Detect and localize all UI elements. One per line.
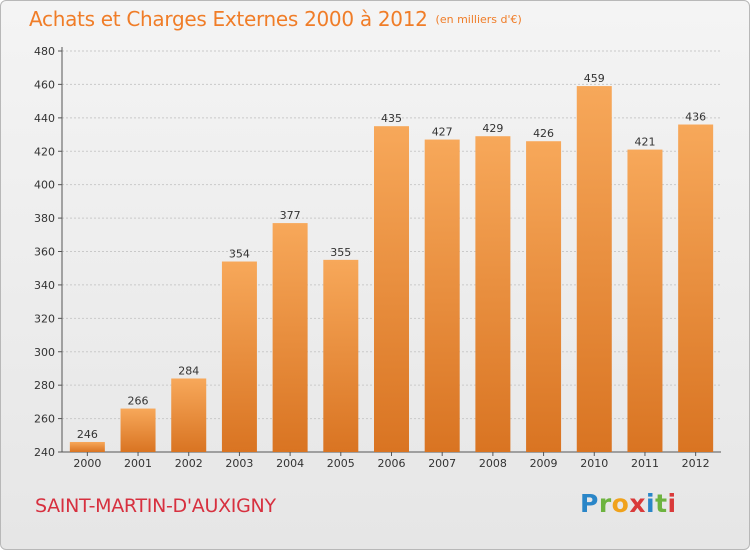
bar-2009 xyxy=(526,141,562,452)
y-tick-label: 400 xyxy=(34,179,55,192)
x-tick-label: 2011 xyxy=(631,457,659,470)
x-tick-label: 2004 xyxy=(276,457,304,470)
data-label-2009: 426 xyxy=(533,127,554,140)
x-tick-label: 2002 xyxy=(175,457,203,470)
x-tick-label: 2010 xyxy=(580,457,608,470)
data-label-2005: 355 xyxy=(330,246,351,259)
city-name: SAINT-MARTIN-D'AUXIGNY xyxy=(35,495,276,517)
data-label-2003: 354 xyxy=(229,248,250,261)
x-tick-label: 2006 xyxy=(378,457,406,470)
logo-letter-x: x xyxy=(629,489,646,518)
x-tick-label: 2003 xyxy=(225,457,253,470)
y-tick-label: 280 xyxy=(34,379,55,392)
bar-2011 xyxy=(627,149,663,452)
logo-letter-r: r xyxy=(598,489,612,518)
data-label-2012: 436 xyxy=(685,111,706,124)
proxiti-logo: Proxiti xyxy=(580,489,677,518)
logo-letter-i2: i xyxy=(667,489,677,518)
y-tick-label: 480 xyxy=(34,45,55,58)
y-tick-label: 460 xyxy=(34,78,55,91)
x-tick-label: 2005 xyxy=(327,457,355,470)
y-tick-label: 300 xyxy=(34,346,55,359)
logo-letter-o: o xyxy=(611,489,630,518)
bars xyxy=(69,86,714,453)
y-tick-label: 320 xyxy=(34,312,55,325)
bar-2006 xyxy=(374,126,409,452)
bar-2007 xyxy=(424,139,460,452)
bar-2000 xyxy=(69,441,105,452)
logo-letter-t: t xyxy=(655,489,668,518)
data-label-2011: 421 xyxy=(634,136,655,149)
bar-2004 xyxy=(272,223,308,452)
bar-2001 xyxy=(120,408,156,452)
chart-title-text: Achats et Charges Externes 2000 à 2012 xyxy=(29,7,428,31)
y-tick-label: 260 xyxy=(34,413,55,426)
data-label-2004: 377 xyxy=(280,209,301,222)
x-tick-label: 2000 xyxy=(73,457,101,470)
bar-2012 xyxy=(678,124,714,453)
bar-2003 xyxy=(221,261,257,452)
x-tick-label: 2001 xyxy=(124,457,152,470)
logo-letter-i: i xyxy=(646,489,656,518)
data-label-2010: 459 xyxy=(584,72,605,85)
data-label-2006: 435 xyxy=(381,112,402,125)
data-label-2007: 427 xyxy=(432,126,453,139)
axes: 240 260 280 300 320 340 360 380 400 420 440 460 480 2… xyxy=(34,45,721,470)
data-label-2002: 284 xyxy=(178,364,199,377)
y-tick-label: 240 xyxy=(34,446,55,459)
logo-letter-p: P xyxy=(580,489,599,518)
bar-2008 xyxy=(475,136,511,452)
y-tick-label: 420 xyxy=(34,145,55,158)
x-tick-label: 2007 xyxy=(428,457,456,470)
x-tick-label: 2008 xyxy=(479,457,507,470)
data-label-2001: 266 xyxy=(128,395,149,408)
x-tick-label: 2009 xyxy=(530,457,558,470)
bar-2002 xyxy=(171,378,207,452)
data-label-2000: 246 xyxy=(77,428,98,441)
chart-unit: (en milliers d'€) xyxy=(435,13,522,26)
x-tick-label: 2012 xyxy=(682,457,710,470)
data-labels: 246 266 284 354 377 355 435 427 429 426 459 421 436 xyxy=(77,72,706,441)
y-tick-label: 340 xyxy=(34,279,55,292)
data-label-2008: 429 xyxy=(482,122,503,135)
y-tick-label: 440 xyxy=(34,112,55,125)
y-tick-label: 380 xyxy=(34,212,55,225)
y-tick-label: 360 xyxy=(34,246,55,259)
bar-2005 xyxy=(323,259,359,452)
bar-2010 xyxy=(576,86,612,453)
chart-title: Achats et Charges Externes 2000 à 2012 (e… xyxy=(29,7,522,31)
